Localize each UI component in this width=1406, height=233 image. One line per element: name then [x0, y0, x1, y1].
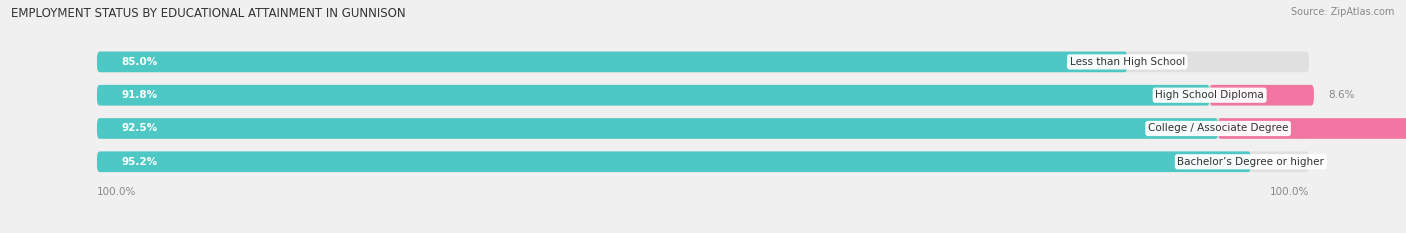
FancyBboxPatch shape: [97, 85, 1209, 106]
FancyBboxPatch shape: [97, 151, 1251, 172]
Text: EMPLOYMENT STATUS BY EDUCATIONAL ATTAINMENT IN GUNNISON: EMPLOYMENT STATUS BY EDUCATIONAL ATTAINM…: [11, 7, 406, 20]
Text: 0.0%: 0.0%: [1265, 157, 1292, 167]
FancyBboxPatch shape: [1209, 85, 1313, 106]
Text: 100.0%: 100.0%: [1270, 187, 1309, 197]
Text: 8.6%: 8.6%: [1329, 90, 1355, 100]
FancyBboxPatch shape: [97, 51, 1309, 72]
Text: Bachelor’s Degree or higher: Bachelor’s Degree or higher: [1177, 157, 1324, 167]
FancyBboxPatch shape: [97, 85, 1309, 106]
FancyBboxPatch shape: [97, 151, 1309, 172]
FancyBboxPatch shape: [97, 118, 1309, 139]
Text: 95.2%: 95.2%: [121, 157, 157, 167]
Text: High School Diploma: High School Diploma: [1156, 90, 1264, 100]
FancyBboxPatch shape: [97, 118, 1218, 139]
Text: College / Associate Degree: College / Associate Degree: [1147, 123, 1288, 134]
Text: 0.0%: 0.0%: [1142, 57, 1168, 67]
FancyBboxPatch shape: [97, 51, 1128, 72]
Text: 91.8%: 91.8%: [121, 90, 157, 100]
Text: 100.0%: 100.0%: [97, 187, 136, 197]
FancyBboxPatch shape: [1218, 118, 1406, 139]
Text: 85.0%: 85.0%: [121, 57, 157, 67]
Text: Source: ZipAtlas.com: Source: ZipAtlas.com: [1291, 7, 1395, 17]
Text: Less than High School: Less than High School: [1070, 57, 1185, 67]
Text: 92.5%: 92.5%: [121, 123, 157, 134]
